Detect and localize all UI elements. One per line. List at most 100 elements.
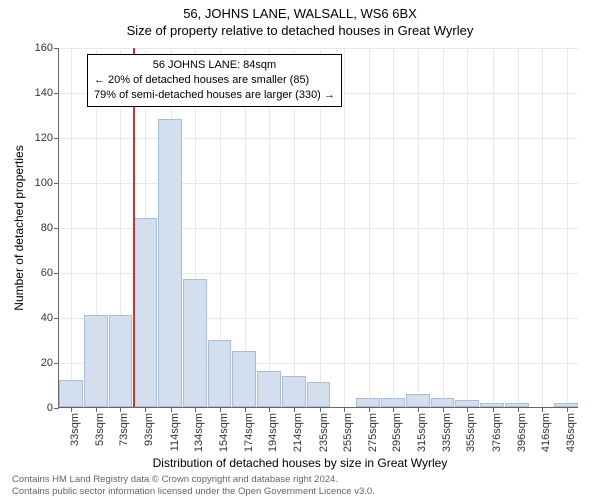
chart-plot-area: 02040608010012014016033sqm53sqm73sqm93sq… bbox=[58, 48, 578, 408]
histogram-bar bbox=[356, 398, 380, 407]
xtick-mark bbox=[71, 407, 72, 412]
xtick-label: 315sqm bbox=[416, 413, 428, 452]
ytick-mark bbox=[54, 138, 59, 139]
histogram-bar bbox=[554, 403, 578, 408]
xtick-label: 93sqm bbox=[143, 413, 155, 446]
ytick-mark bbox=[54, 408, 59, 409]
ytick-label: 160 bbox=[35, 42, 53, 54]
xtick-label: 154sqm bbox=[218, 413, 230, 452]
xtick-label: 416sqm bbox=[540, 413, 552, 452]
xtick-mark bbox=[344, 407, 345, 412]
xtick-mark bbox=[320, 407, 321, 412]
gridline-h bbox=[59, 138, 578, 139]
xtick-mark bbox=[542, 407, 543, 412]
gridline-h bbox=[59, 48, 578, 49]
histogram-bar bbox=[381, 398, 405, 407]
xtick-label: 174sqm bbox=[243, 413, 255, 452]
gridline-v bbox=[418, 48, 419, 407]
ytick-label: 140 bbox=[35, 87, 53, 99]
xtick-label: 255sqm bbox=[342, 413, 354, 452]
ytick-mark bbox=[54, 48, 59, 49]
annotation-line-2: ← 20% of detached houses are smaller (85… bbox=[94, 73, 335, 88]
xtick-label: 275sqm bbox=[367, 413, 379, 452]
gridline-v bbox=[344, 48, 345, 407]
ytick-mark bbox=[54, 318, 59, 319]
ytick-label: 40 bbox=[41, 312, 53, 324]
histogram-bar bbox=[208, 340, 232, 408]
xtick-label: 114sqm bbox=[169, 413, 181, 451]
gridline-v bbox=[369, 48, 370, 407]
xtick-mark bbox=[369, 407, 370, 412]
ytick-mark bbox=[54, 273, 59, 274]
xtick-mark bbox=[120, 407, 121, 412]
xtick-label: 235sqm bbox=[318, 413, 330, 452]
ytick-mark bbox=[54, 363, 59, 364]
ytick-label: 0 bbox=[47, 402, 53, 414]
xtick-mark bbox=[195, 407, 196, 412]
xtick-label: 53sqm bbox=[94, 413, 106, 446]
xtick-mark bbox=[145, 407, 146, 412]
xtick-mark bbox=[493, 407, 494, 412]
histogram-bar bbox=[257, 371, 281, 407]
ytick-label: 60 bbox=[41, 267, 53, 279]
gridline-v bbox=[567, 48, 568, 407]
xtick-mark bbox=[467, 407, 468, 412]
gridline-v bbox=[518, 48, 519, 407]
gridline-v bbox=[467, 48, 468, 407]
annotation-line-3: 79% of semi-detached houses are larger (… bbox=[94, 88, 335, 103]
histogram-bar bbox=[84, 315, 108, 407]
annotation-line-1: 56 JOHNS LANE: 84sqm bbox=[94, 58, 335, 73]
ytick-mark bbox=[54, 228, 59, 229]
gridline-v bbox=[443, 48, 444, 407]
xtick-label: 134sqm bbox=[193, 413, 205, 452]
xtick-label: 396sqm bbox=[516, 413, 528, 452]
ytick-mark bbox=[54, 183, 59, 184]
histogram-bar bbox=[431, 398, 455, 407]
xtick-label: 376sqm bbox=[491, 413, 503, 452]
histogram-bar bbox=[480, 403, 504, 408]
histogram-bar bbox=[282, 376, 306, 408]
gridline-v bbox=[71, 48, 72, 407]
xtick-label: 295sqm bbox=[391, 413, 403, 452]
x-axis-label: Distribution of detached houses by size … bbox=[0, 456, 600, 470]
xtick-mark bbox=[220, 407, 221, 412]
ytick-label: 100 bbox=[35, 177, 53, 189]
histogram-bar bbox=[183, 279, 207, 407]
ytick-label: 120 bbox=[35, 132, 53, 144]
xtick-mark bbox=[96, 407, 97, 412]
histogram-bar bbox=[232, 351, 256, 407]
xtick-mark bbox=[294, 407, 295, 412]
y-axis-label: Number of detached properties bbox=[12, 145, 26, 310]
histogram-bar bbox=[109, 315, 133, 407]
histogram-bar bbox=[158, 119, 182, 407]
histogram-bar bbox=[133, 218, 157, 407]
footer-line-1: Contains HM Land Registry data © Crown c… bbox=[12, 474, 375, 486]
histogram-bar bbox=[59, 380, 83, 407]
ytick-label: 20 bbox=[41, 357, 53, 369]
xtick-mark bbox=[245, 407, 246, 412]
histogram-bar bbox=[455, 400, 479, 407]
xtick-label: 436sqm bbox=[565, 413, 577, 452]
footer-attribution: Contains HM Land Registry data © Crown c… bbox=[12, 474, 375, 498]
xtick-mark bbox=[443, 407, 444, 412]
xtick-mark bbox=[567, 407, 568, 412]
xtick-label: 33sqm bbox=[69, 413, 81, 446]
histogram-bar bbox=[406, 394, 430, 408]
histogram-bar bbox=[307, 382, 331, 407]
xtick-label: 73sqm bbox=[118, 413, 130, 446]
gridline-h bbox=[59, 183, 578, 184]
ytick-label: 80 bbox=[41, 222, 53, 234]
annotation-box: 56 JOHNS LANE: 84sqm← 20% of detached ho… bbox=[87, 54, 342, 107]
xtick-mark bbox=[269, 407, 270, 412]
gridline-v bbox=[542, 48, 543, 407]
xtick-mark bbox=[418, 407, 419, 412]
ytick-mark bbox=[54, 93, 59, 94]
xtick-label: 355sqm bbox=[465, 413, 477, 452]
gridline-v bbox=[393, 48, 394, 407]
histogram-bar bbox=[505, 403, 529, 408]
chart-title-main: 56, JOHNS LANE, WALSALL, WS6 6BX bbox=[0, 0, 600, 21]
xtick-label: 214sqm bbox=[292, 413, 304, 452]
xtick-label: 194sqm bbox=[267, 413, 279, 452]
xtick-mark bbox=[171, 407, 172, 412]
xtick-label: 335sqm bbox=[441, 413, 453, 452]
